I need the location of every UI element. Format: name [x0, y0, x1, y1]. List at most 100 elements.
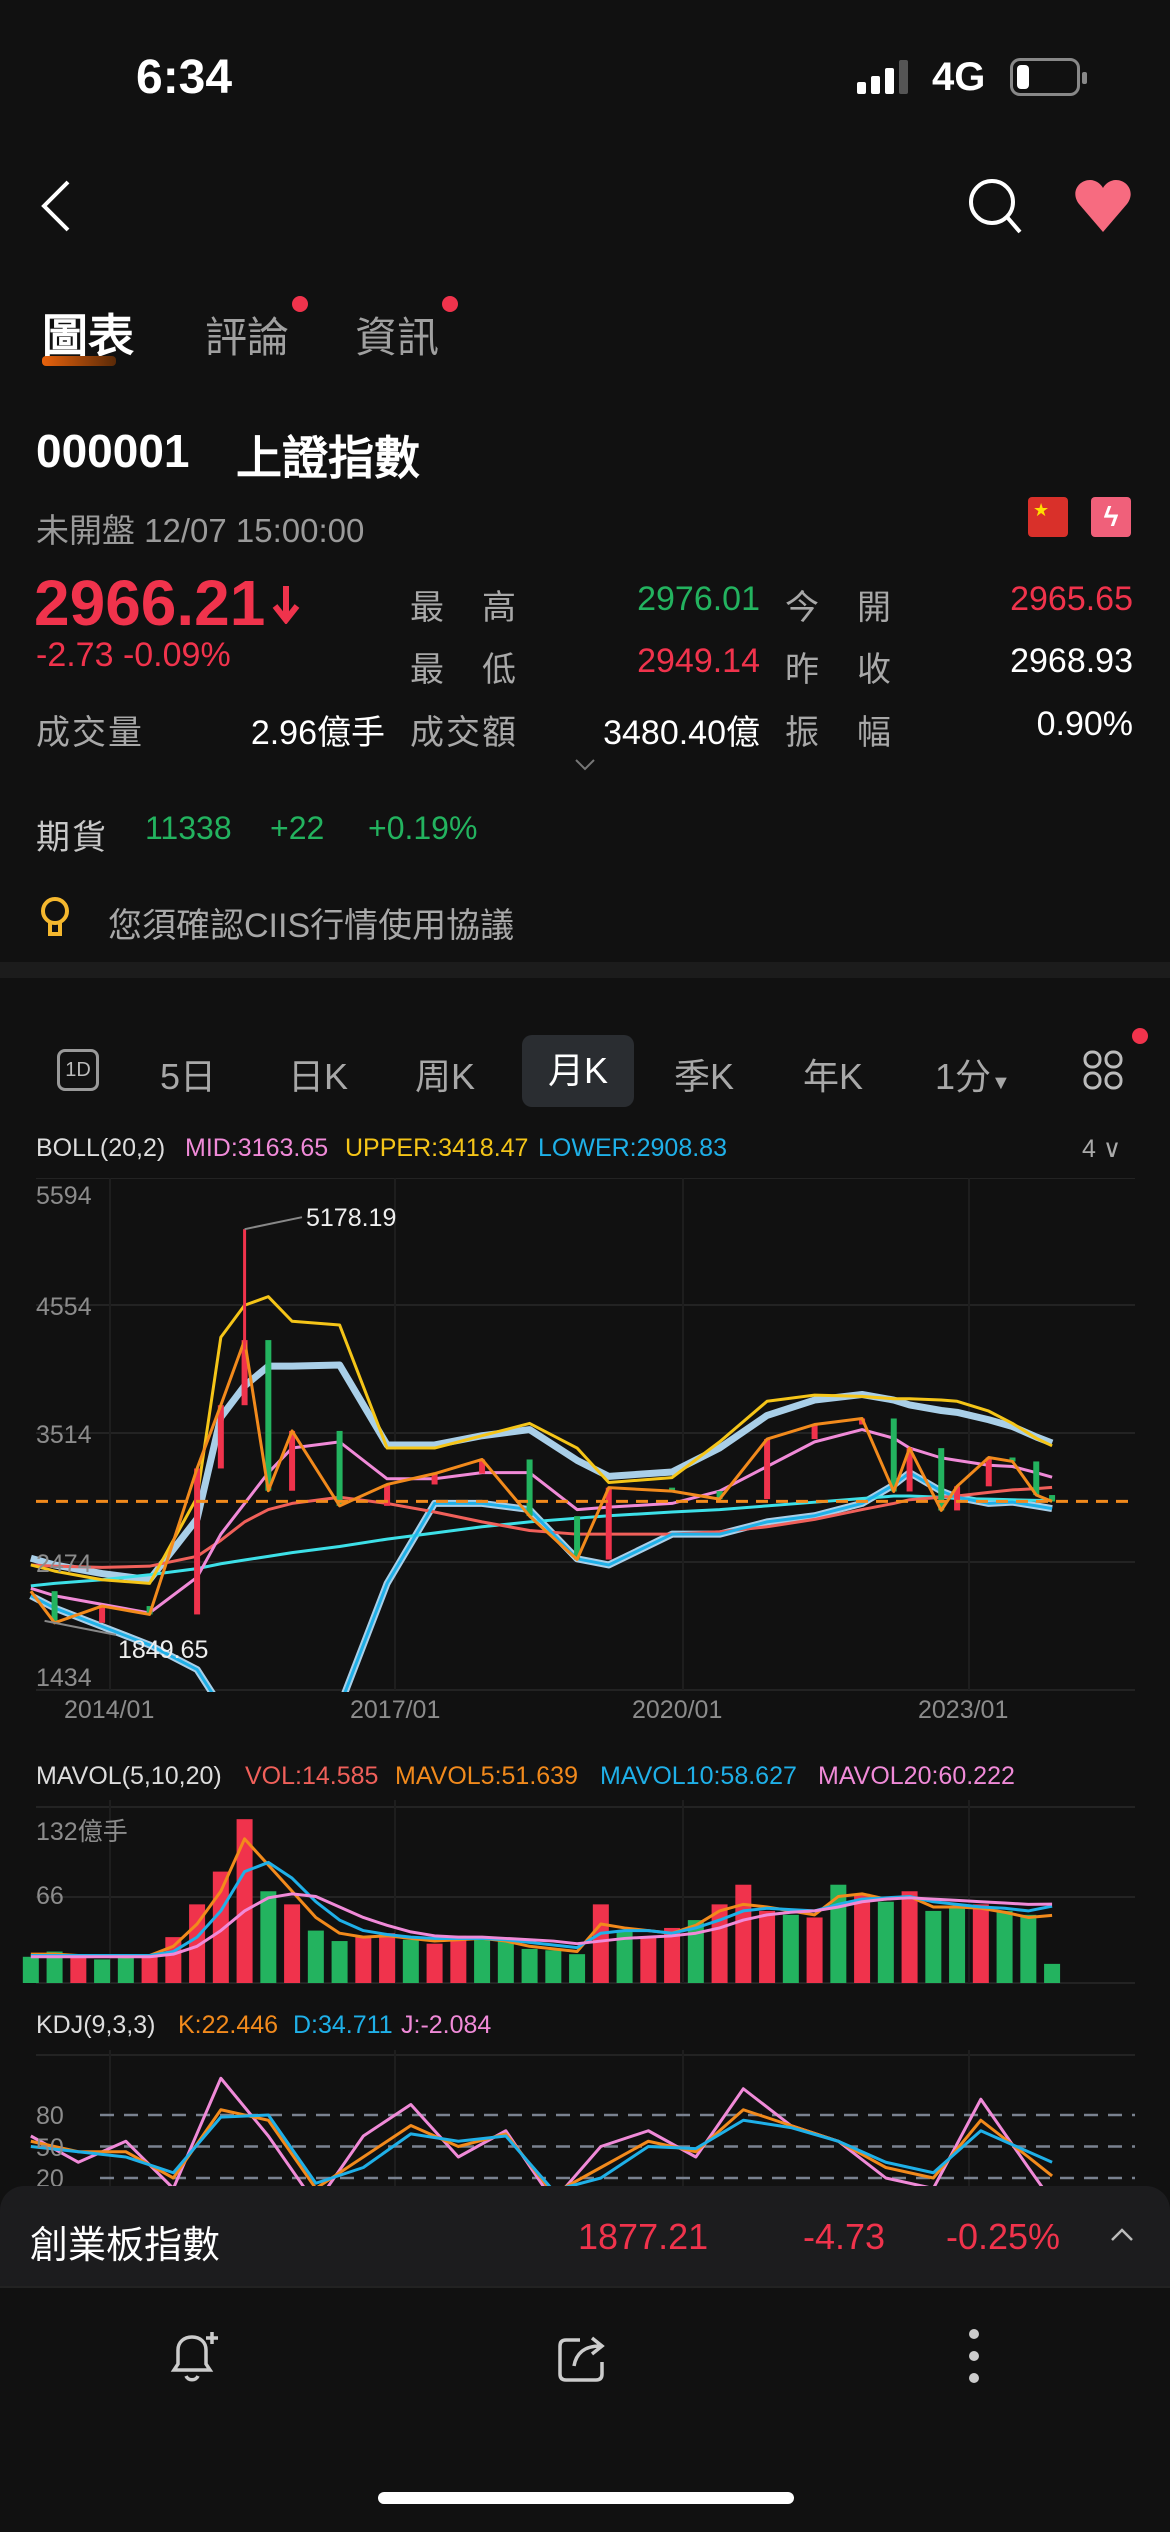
- candle: [938, 1448, 945, 1511]
- stat-turnover-value: 3480.40億: [603, 714, 760, 752]
- volume-y-tick: 132億手: [36, 1818, 128, 1846]
- bottom-ticker-bar[interactable]: 創業板指數 1877.21 -4.73 -0.25%: [0, 2186, 1170, 2286]
- volume-bar: [450, 1935, 467, 1983]
- volume-bar: [141, 1954, 158, 1983]
- x-tick: 2020/01: [632, 1696, 723, 1724]
- indicator-count: 4: [1082, 1135, 1096, 1163]
- volume-bar: [687, 1920, 704, 1983]
- level1-badge-icon: ϟ: [1091, 497, 1131, 537]
- period-minute-dropdown[interactable]: 1分▼: [935, 1048, 1011, 1100]
- y-tick: 5594: [36, 1182, 92, 1210]
- ticker-price: 1877.21: [578, 2216, 709, 2257]
- stock-name: 上證指數: [236, 432, 420, 484]
- news-badge: [442, 296, 458, 312]
- candle: [384, 1484, 391, 1506]
- bell-plus-icon[interactable]: [166, 2328, 224, 2384]
- mavol-10: MAVOL10:58.627: [600, 1762, 797, 1790]
- search-icon[interactable]: [966, 176, 1026, 236]
- period-quarterly[interactable]: 季K: [674, 1056, 735, 1097]
- battery-icon: [1010, 58, 1087, 96]
- signal-icon: [857, 60, 911, 94]
- stat-high-label: 最 高: [410, 589, 518, 627]
- volume-bar: [569, 1954, 586, 1983]
- period-1d-icon[interactable]: 1D: [57, 1049, 99, 1091]
- period-daily[interactable]: 日K: [288, 1056, 349, 1097]
- volume-bar: [830, 1884, 847, 1983]
- ticker-change: -4.73: [803, 2216, 886, 2257]
- stat-prev-close-value: 2968.93: [1010, 642, 1133, 680]
- volume-bar: [497, 1941, 514, 1983]
- volume-bar: [46, 1951, 63, 1983]
- tab-news[interactable]: 資訊: [355, 304, 439, 365]
- period-weekly[interactable]: 周K: [415, 1056, 476, 1097]
- candle: [669, 1487, 676, 1492]
- candle: [51, 1591, 58, 1623]
- status-time: 6:34: [136, 51, 233, 104]
- tab-chart[interactable]: 圖表: [42, 300, 134, 366]
- futures-value: 11338: [145, 810, 232, 846]
- stat-prev-close-label: 昨 收: [785, 651, 893, 689]
- market-status: 未開盤 12/07 15:00:00: [36, 512, 365, 549]
- mavol20-line: [30, 1892, 1053, 1959]
- kdj-d-line: [30, 2113, 1053, 2190]
- toolbar-divider: [0, 2286, 1170, 2288]
- period-yearly[interactable]: 年K: [803, 1056, 864, 1097]
- high-annotation: 5178.19: [306, 1204, 397, 1232]
- candle: [716, 1491, 723, 1500]
- volume-bar: [1044, 1963, 1061, 1983]
- boll-mid-line: [30, 1428, 1053, 1615]
- mavol-20: MAVOL20:60.222: [818, 1762, 1015, 1790]
- volume-bar: [735, 1884, 752, 1983]
- tab-comments[interactable]: 評論: [205, 304, 289, 365]
- mavol10-line: [30, 1860, 1053, 1957]
- stat-high-value: 2976.01: [637, 580, 760, 618]
- volume-bar: [664, 1927, 681, 1983]
- stat-amplitude-value: 0.90%: [1036, 705, 1133, 743]
- change-value: -2.73: [36, 636, 114, 674]
- volume-bar: [236, 1819, 253, 1983]
- candle: [954, 1486, 961, 1511]
- period-5d[interactable]: 5日: [160, 1056, 217, 1097]
- candle: [906, 1448, 913, 1492]
- share-icon[interactable]: [556, 2328, 614, 2384]
- grid-menu-icon[interactable]: [1083, 1050, 1123, 1090]
- volume-bar: [901, 1891, 918, 1983]
- candle: [811, 1424, 818, 1440]
- volume-bar: [545, 1950, 562, 1983]
- indicator-count-dropdown[interactable]: 4 ∨: [1082, 1134, 1121, 1164]
- y-tick: 3514: [36, 1421, 92, 1449]
- candle: [336, 1430, 343, 1506]
- ticker-name: 創業板指數: [30, 2225, 221, 2267]
- candle: [217, 1405, 224, 1469]
- period-monthly[interactable]: 月K: [522, 1035, 634, 1107]
- comments-badge: [292, 296, 308, 312]
- more-vertical-icon[interactable]: [962, 2326, 986, 2386]
- boll-chart[interactable]: [0, 1178, 1170, 1692]
- period-minute-label: 1分: [935, 1056, 992, 1097]
- chevron-left-icon[interactable]: [36, 178, 76, 234]
- expand-chevron-icon[interactable]: [574, 758, 596, 772]
- kdj-chart[interactable]: [0, 2050, 1170, 2190]
- ciis-agreement-link[interactable]: 您須確認CIIS行情使用協議: [108, 907, 515, 945]
- volume-bar: [260, 1891, 277, 1983]
- volume-chart[interactable]: [0, 1800, 1170, 1990]
- volume-bar: [212, 1871, 229, 1983]
- volume-bar: [782, 1914, 799, 1983]
- volume-bar: [1020, 1914, 1037, 1983]
- heart-icon[interactable]: [1074, 180, 1132, 232]
- volume-bar: [70, 1954, 87, 1983]
- arrow-down-icon: [272, 586, 300, 624]
- ticker-change-pct: -0.25%: [946, 2216, 1061, 2257]
- stat-open-value: 2965.65: [1010, 580, 1133, 618]
- candle: [890, 1418, 897, 1492]
- candle: [605, 1487, 612, 1560]
- volume-bar: [426, 1943, 443, 1983]
- volume-bar: [806, 1917, 823, 1983]
- active-tab-indicator: [42, 356, 116, 366]
- boll-title: BOLL(20,2): [36, 1134, 166, 1162]
- chevron-up-icon[interactable]: [1110, 2228, 1134, 2242]
- stat-amplitude-label: 振 幅: [785, 714, 893, 752]
- home-indicator[interactable]: [378, 2492, 794, 2504]
- band-line-upper: [29, 1361, 1054, 1584]
- volume-bar: [307, 1930, 324, 1983]
